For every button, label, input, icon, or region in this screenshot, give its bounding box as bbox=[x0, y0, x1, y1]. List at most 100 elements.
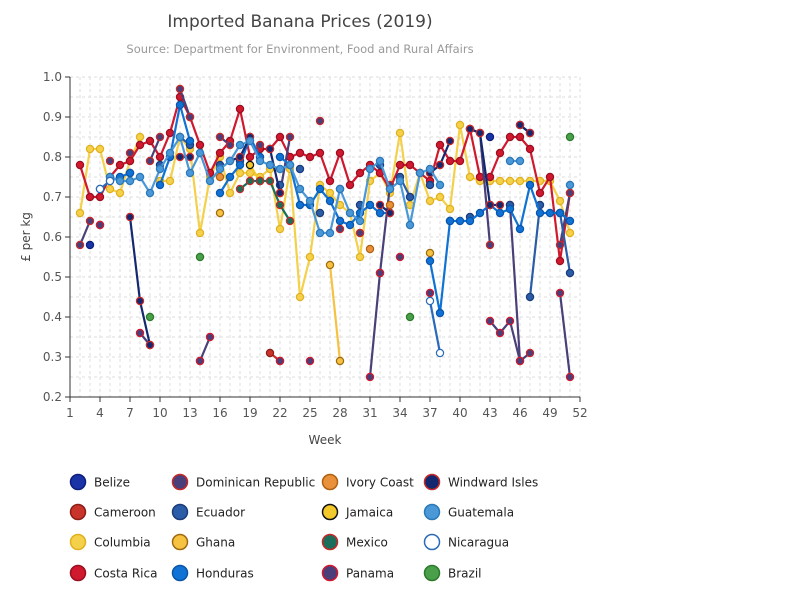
data-point-guatemala bbox=[225, 156, 235, 166]
legend-label: Guatemala bbox=[448, 506, 514, 520]
legend-item-ghana[interactable]: Ghana bbox=[171, 533, 236, 551]
data-point-guatemala bbox=[415, 168, 425, 178]
legend-label: Windward Isles bbox=[448, 476, 538, 490]
data-point-costa-rica bbox=[495, 148, 505, 158]
grid bbox=[69, 76, 581, 398]
series-line-ecuador bbox=[558, 212, 572, 274]
data-point-columbia bbox=[105, 184, 115, 194]
data-point-honduras bbox=[505, 204, 515, 214]
data-point-mexico bbox=[245, 176, 255, 186]
series-line-dominican-republic bbox=[78, 220, 92, 246]
series-line-dominican-republic bbox=[178, 88, 192, 118]
legend-label: Ghana bbox=[196, 536, 235, 550]
legend-item-costa-rica[interactable]: Costa Rica bbox=[69, 564, 158, 582]
series-brazil bbox=[145, 132, 575, 322]
data-point-costa-rica bbox=[275, 132, 285, 142]
data-point-guatemala bbox=[275, 164, 285, 174]
data-point-dominican-republic bbox=[335, 224, 345, 234]
legend-item-jamaica[interactable]: Jamaica bbox=[321, 503, 394, 521]
series-ivory-coast bbox=[215, 172, 395, 254]
data-point-honduras bbox=[155, 180, 165, 190]
data-point-honduras bbox=[495, 208, 505, 218]
legend-marker bbox=[321, 533, 339, 551]
data-point-guatemala bbox=[195, 148, 205, 158]
data-point-honduras bbox=[275, 152, 285, 162]
data-point-windward-isles bbox=[175, 152, 185, 162]
data-point-costa-rica bbox=[195, 140, 205, 150]
series-line-honduras bbox=[158, 103, 192, 186]
legend-item-cameroon[interactable]: Cameroon bbox=[69, 503, 156, 521]
legend-marker bbox=[171, 473, 189, 491]
data-point-mexico bbox=[235, 184, 245, 194]
data-point-ghana bbox=[425, 248, 435, 258]
data-point-guatemala bbox=[515, 156, 525, 166]
data-point-ecuador bbox=[295, 164, 305, 174]
data-point-honduras bbox=[465, 216, 475, 226]
data-point-honduras bbox=[345, 220, 355, 230]
legend-item-belize[interactable]: Belize bbox=[69, 473, 130, 491]
legend-label: Columbia bbox=[94, 536, 151, 550]
data-point-panama bbox=[195, 356, 205, 366]
data-point-dominican-republic bbox=[75, 240, 85, 250]
data-point-guatemala bbox=[315, 228, 325, 238]
legend-item-mexico[interactable]: Mexico bbox=[321, 533, 388, 551]
data-point-dominican-republic bbox=[215, 132, 225, 142]
data-point-columbia bbox=[95, 144, 105, 154]
data-point-columbia bbox=[165, 176, 175, 186]
legend-item-ecuador[interactable]: Ecuador bbox=[171, 503, 246, 521]
data-point-columbia bbox=[495, 176, 505, 186]
data-point-windward-isles bbox=[125, 212, 135, 222]
data-point-ivory-coast bbox=[215, 172, 225, 182]
legend-item-guatemala[interactable]: Guatemala bbox=[423, 503, 515, 521]
legend-item-dominican-republic[interactable]: Dominican Republic bbox=[171, 473, 316, 491]
series-nicaragua bbox=[95, 176, 445, 358]
data-point-columbia bbox=[135, 132, 145, 142]
data-point-guatemala bbox=[125, 176, 135, 186]
legend-marker bbox=[69, 473, 87, 491]
data-point-costa-rica bbox=[95, 192, 105, 202]
legend-item-panama[interactable]: Panama bbox=[321, 564, 395, 582]
legend-item-ivory-coast[interactable]: Ivory Coast bbox=[321, 473, 415, 491]
legend-item-nicaragua[interactable]: Nicaragua bbox=[423, 533, 510, 551]
series-mexico bbox=[235, 176, 295, 226]
legend-marker bbox=[423, 533, 441, 551]
data-point-costa-rica bbox=[445, 156, 455, 166]
series-guatemala bbox=[105, 132, 575, 238]
data-point-costa-rica bbox=[235, 104, 245, 114]
data-point-columbia bbox=[115, 188, 125, 198]
data-point-costa-rica bbox=[555, 256, 565, 266]
data-point-guatemala bbox=[385, 184, 395, 194]
data-point-columbia bbox=[355, 252, 365, 262]
data-point-ivory-coast bbox=[365, 244, 375, 254]
data-point-columbia bbox=[225, 188, 235, 198]
legend-item-honduras[interactable]: Honduras bbox=[171, 564, 254, 582]
data-point-honduras bbox=[125, 168, 135, 178]
data-point-guatemala bbox=[185, 168, 195, 178]
data-point-windward-isles bbox=[495, 200, 505, 210]
data-point-windward-isles bbox=[135, 296, 145, 306]
data-point-costa-rica bbox=[75, 160, 85, 170]
x-tick-label: 1 bbox=[66, 406, 74, 420]
axes: 1 4 7 10 13 16 19 22 25 28 31 34 37 40 43 46 49 52 0.2 0.3 0… bbox=[43, 70, 588, 420]
legend-marker bbox=[69, 564, 87, 582]
data-point-costa-rica bbox=[525, 144, 535, 154]
data-point-guatemala bbox=[175, 132, 185, 142]
data-point-columbia bbox=[195, 228, 205, 238]
data-point-guatemala bbox=[435, 180, 445, 190]
legend-marker bbox=[69, 533, 87, 551]
data-point-honduras bbox=[365, 200, 375, 210]
data-point-costa-rica bbox=[135, 140, 145, 150]
x-tick-label: 43 bbox=[482, 406, 497, 420]
data-point-columbia bbox=[515, 176, 525, 186]
data-point-costa-rica bbox=[345, 180, 355, 190]
series-line-ecuador bbox=[528, 204, 542, 298]
x-tick-label: 52 bbox=[572, 406, 587, 420]
data-point-honduras bbox=[185, 136, 195, 146]
data-point-costa-rica bbox=[115, 160, 125, 170]
legend-item-brazil[interactable]: Brazil bbox=[423, 564, 482, 582]
data-point-mexico bbox=[265, 176, 275, 186]
x-tick-label: 16 bbox=[212, 406, 227, 420]
legend-item-columbia[interactable]: Columbia bbox=[69, 533, 151, 551]
legend-item-windward-isles[interactable]: Windward Isles bbox=[423, 473, 539, 491]
x-tick-label: 34 bbox=[392, 406, 407, 420]
